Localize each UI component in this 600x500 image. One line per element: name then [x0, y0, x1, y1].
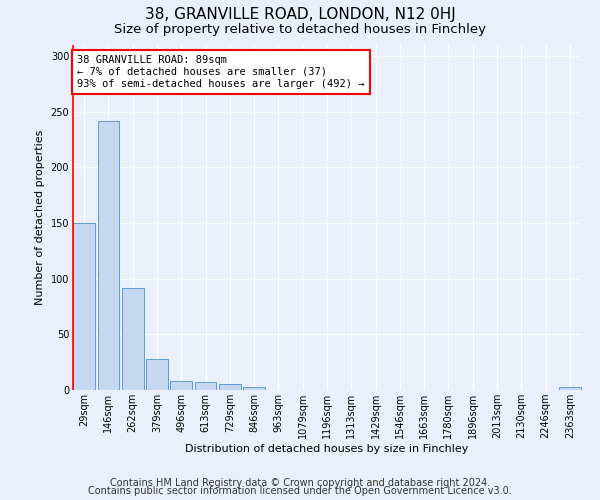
Bar: [243, 386, 265, 390]
Bar: [559, 386, 581, 390]
Text: 38, GRANVILLE ROAD, LONDON, N12 0HJ: 38, GRANVILLE ROAD, LONDON, N12 0HJ: [145, 8, 455, 22]
Bar: [194, 382, 217, 390]
Bar: [170, 381, 192, 390]
Bar: [122, 288, 143, 390]
Bar: [97, 120, 119, 390]
X-axis label: Distribution of detached houses by size in Finchley: Distribution of detached houses by size …: [185, 444, 469, 454]
Bar: [146, 359, 168, 390]
Text: 38 GRANVILLE ROAD: 89sqm
← 7% of detached houses are smaller (37)
93% of semi-de: 38 GRANVILLE ROAD: 89sqm ← 7% of detache…: [77, 56, 365, 88]
Text: Contains HM Land Registry data © Crown copyright and database right 2024.: Contains HM Land Registry data © Crown c…: [110, 478, 490, 488]
Y-axis label: Number of detached properties: Number of detached properties: [35, 130, 45, 305]
Bar: [219, 384, 241, 390]
Text: Size of property relative to detached houses in Finchley: Size of property relative to detached ho…: [114, 22, 486, 36]
Bar: [73, 223, 95, 390]
Text: Contains public sector information licensed under the Open Government Licence v3: Contains public sector information licen…: [88, 486, 512, 496]
